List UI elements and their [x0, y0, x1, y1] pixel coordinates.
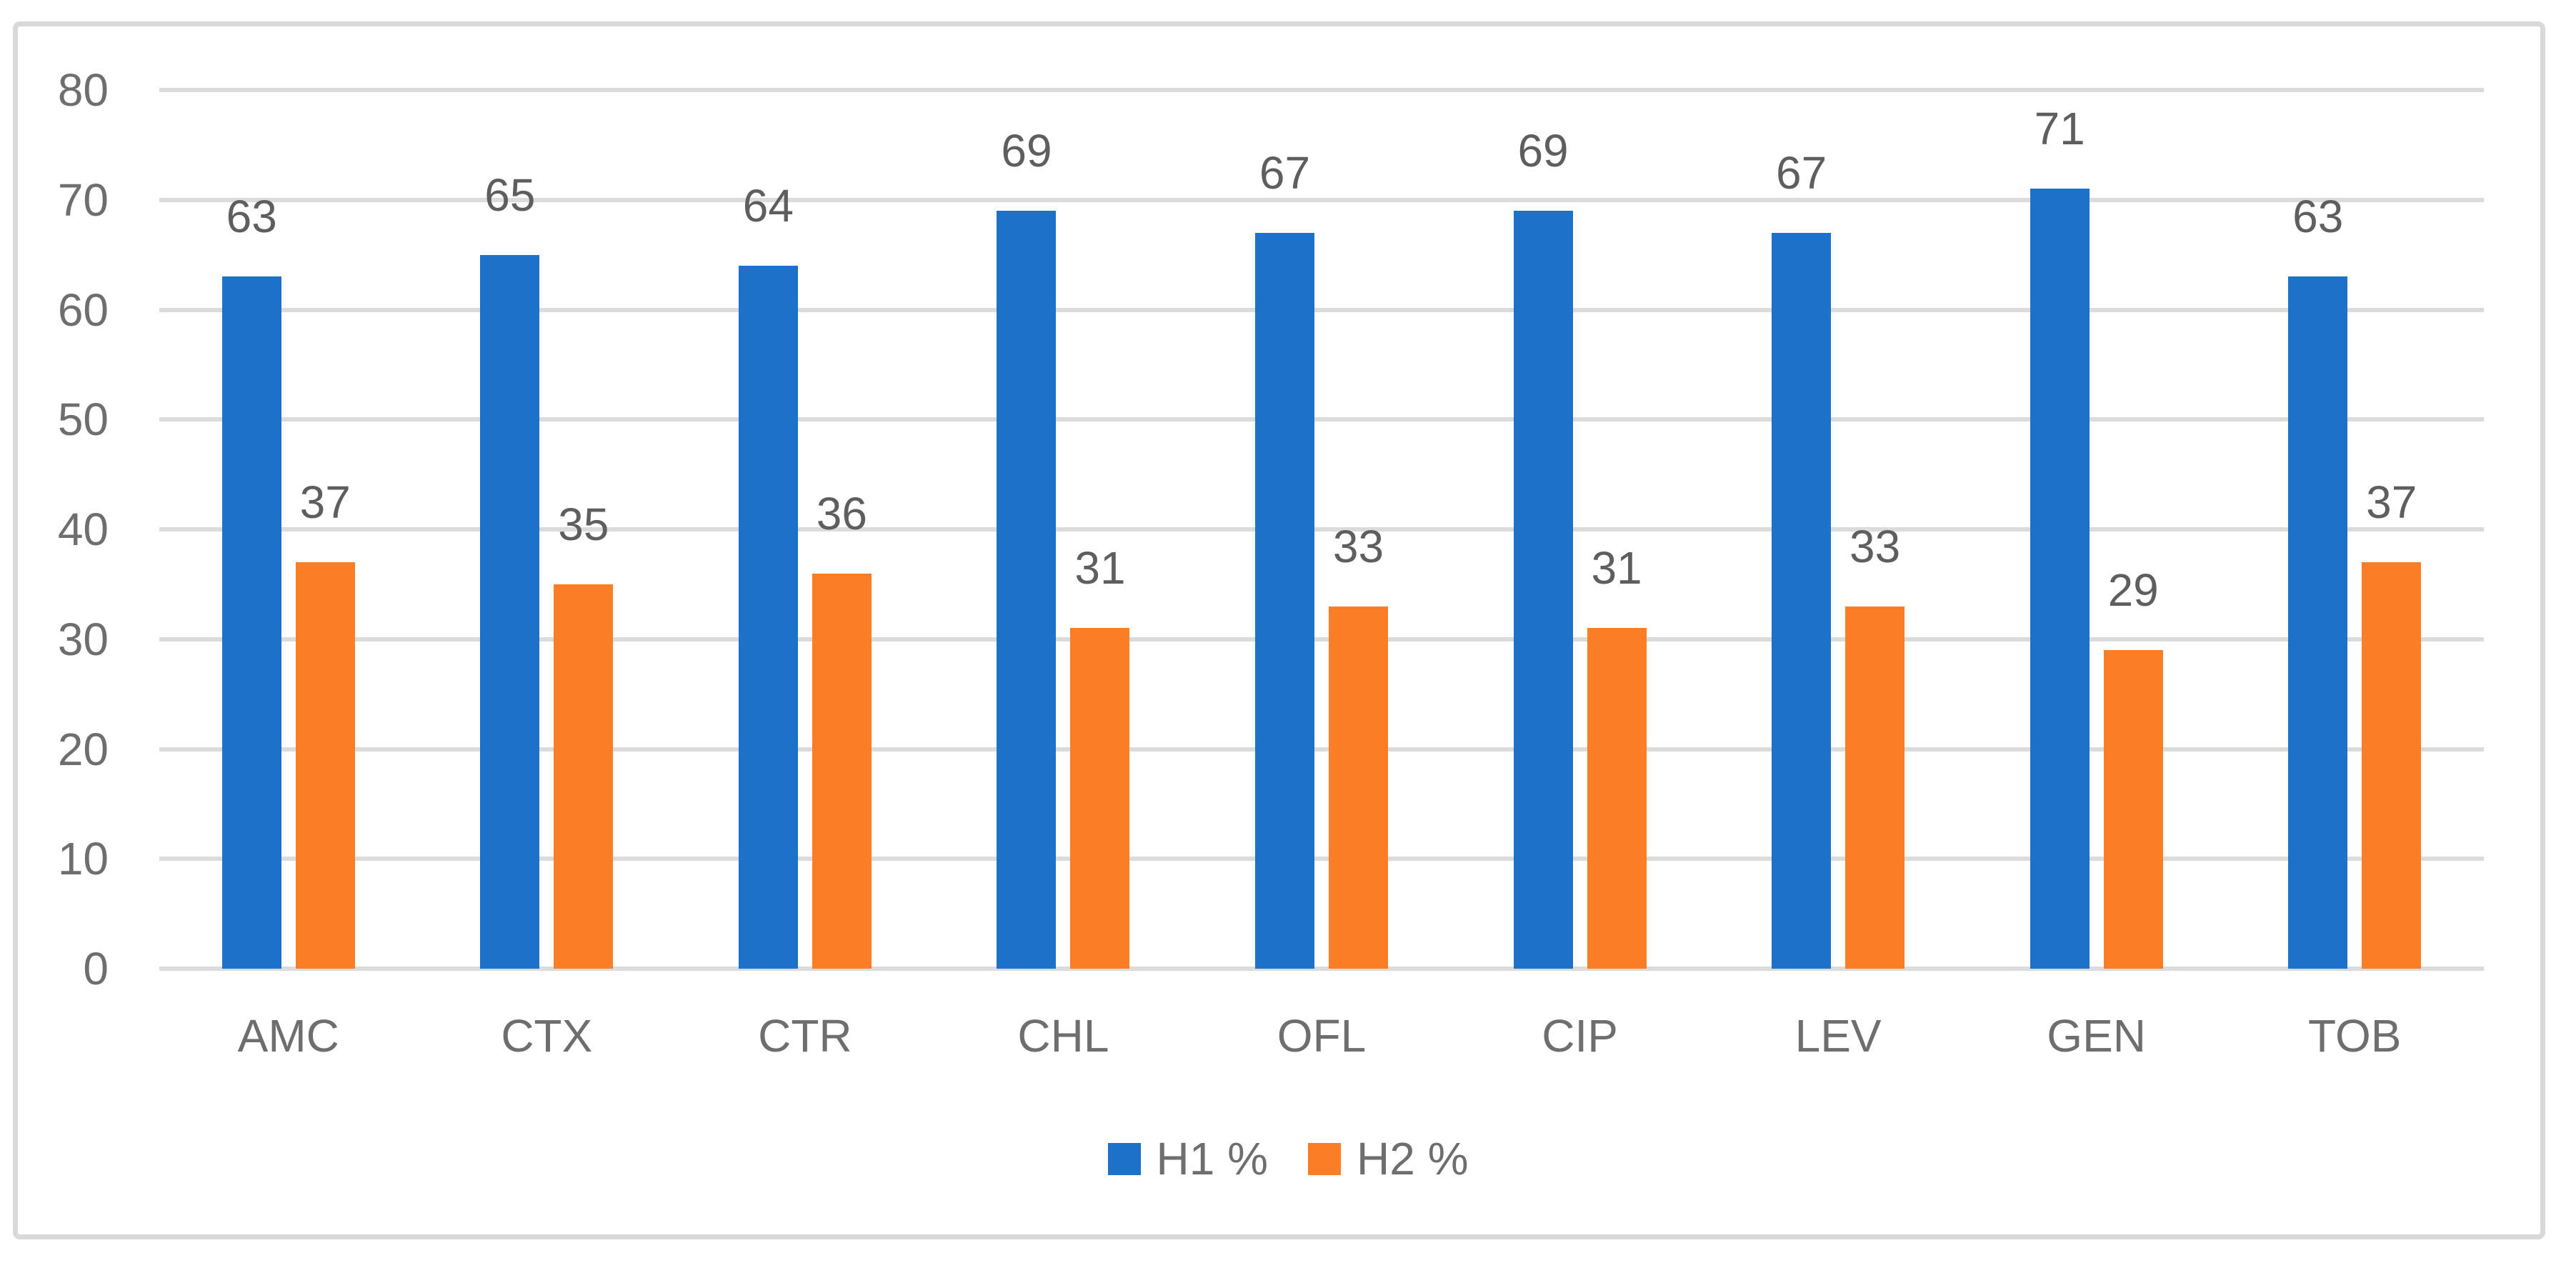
data-label-h1-ctr: 64	[742, 180, 794, 231]
y-tick-label-60: 60	[57, 284, 109, 336]
x-category-label-lev: LEV	[1794, 1010, 1882, 1062]
data-label-h1-ctx: 65	[484, 169, 536, 221]
bar-h2-cip	[1587, 628, 1647, 969]
y-tick-label-80: 80	[57, 64, 109, 116]
x-category-label-ctx: CTX	[501, 1010, 593, 1062]
gridline-70	[159, 197, 2484, 202]
x-category-label-gen: GEN	[2047, 1010, 2146, 1062]
gridline-0	[159, 967, 2484, 971]
bar-h1-gen	[2030, 189, 2090, 969]
gridline-10	[159, 857, 2484, 862]
x-category-label-cip: CIP	[1542, 1010, 1618, 1062]
bar-h2-tob	[2362, 562, 2422, 969]
gridline-50	[159, 417, 2484, 422]
data-label-h1-cip: 69	[1517, 125, 1569, 177]
y-tick-label-0: 0	[83, 943, 109, 994]
data-label-h1-ofl: 67	[1259, 146, 1311, 199]
y-tick-label-50: 50	[57, 394, 109, 446]
bar-h1-tob	[2288, 276, 2348, 969]
data-label-h2-gen: 29	[2107, 564, 2159, 616]
gridline-40	[159, 527, 2484, 531]
y-tick-label-30: 30	[57, 613, 109, 665]
bar-h2-ctx	[554, 584, 614, 969]
figure-border	[13, 21, 2545, 1239]
data-label-h2-ofl: 33	[1332, 520, 1384, 572]
legend-swatch-h1	[1107, 1142, 1141, 1175]
data-label-h2-chl: 31	[1074, 542, 1126, 594]
gridline-60	[159, 307, 2484, 312]
legend-item-h1: H1 %	[1107, 1133, 1269, 1184]
x-category-label-tob: TOB	[2308, 1010, 2402, 1062]
bar-h2-ofl	[1329, 606, 1388, 969]
data-label-h2-ctx: 35	[558, 498, 609, 550]
data-label-h1-gen: 71	[2034, 103, 2085, 155]
data-label-h2-lev: 33	[1849, 520, 1901, 572]
x-category-label-ofl: OFL	[1277, 1010, 1367, 1062]
legend-swatch-h2	[1308, 1142, 1341, 1175]
legend: H1 % H2 %	[0, 1134, 2576, 1183]
y-tick-label-10: 10	[57, 833, 109, 885]
bar-h1-chl	[997, 211, 1057, 969]
y-tick-label-70: 70	[57, 174, 109, 226]
bar-h2-ctr	[812, 573, 872, 969]
bar-h1-amc	[221, 276, 281, 969]
data-label-h1-lev: 67	[1776, 146, 1827, 199]
bar-h1-ctr	[738, 266, 798, 969]
bar-h1-lev	[1772, 232, 1832, 969]
x-category-label-amc: AMC	[237, 1010, 339, 1062]
data-label-h2-tob: 37	[2366, 476, 2417, 529]
data-label-h1-tob: 63	[2292, 191, 2344, 243]
y-tick-label-40: 40	[57, 504, 109, 555]
bar-h1-cip	[1513, 211, 1573, 969]
data-label-h2-amc: 37	[299, 476, 351, 529]
bar-h2-gen	[2103, 650, 2163, 969]
x-category-label-ctr: CTR	[758, 1010, 852, 1062]
data-label-h1-chl: 69	[1001, 125, 1052, 177]
data-label-h2-cip: 31	[1591, 542, 1642, 594]
legend-label-h1: H1 %	[1156, 1133, 1269, 1184]
x-category-label-chl: CHL	[1017, 1010, 1109, 1062]
legend-item-h2: H2 %	[1308, 1134, 1469, 1183]
bar-h2-chl	[1070, 628, 1130, 969]
y-tick-label-20: 20	[57, 723, 109, 775]
gridline-20	[159, 747, 2484, 752]
data-label-h1-amc: 63	[226, 191, 277, 243]
bar-h1-ofl	[1255, 232, 1314, 969]
data-label-h2-ctr: 36	[816, 487, 867, 539]
gridline-30	[159, 637, 2484, 642]
legend-label-h2: H2 %	[1357, 1133, 1469, 1184]
bar-h2-lev	[1845, 606, 1905, 969]
bar-h1-ctx	[480, 254, 540, 969]
bar-h2-amc	[295, 562, 355, 969]
gridline-80	[159, 88, 2484, 92]
